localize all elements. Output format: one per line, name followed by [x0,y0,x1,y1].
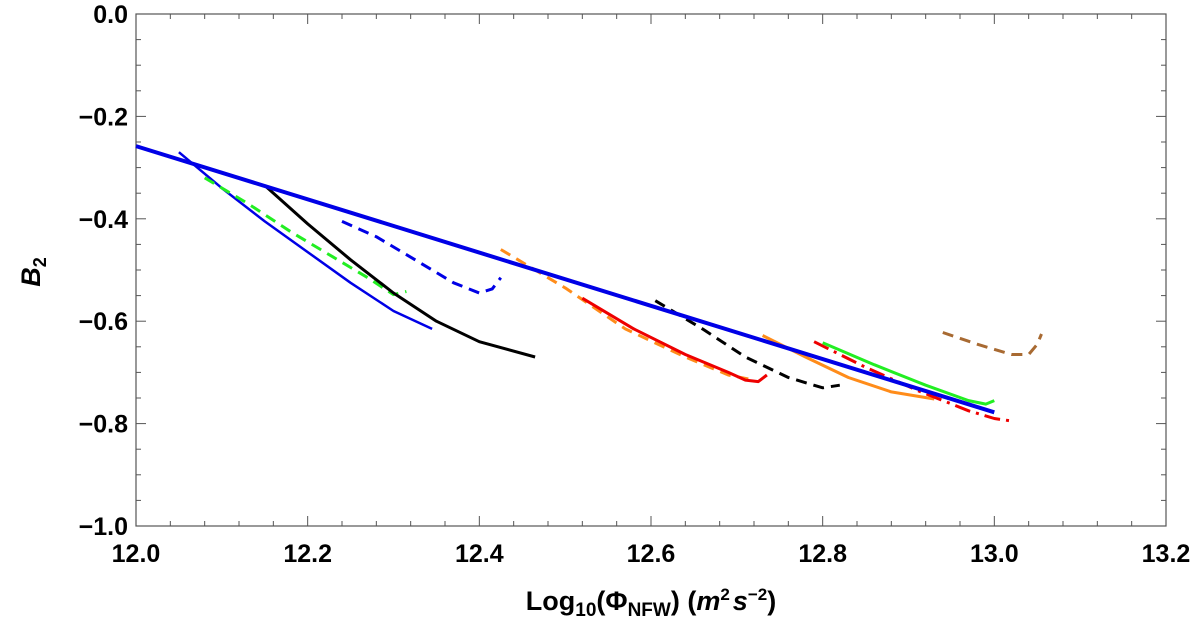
x-axis-title: Log10(ΦNFW) (m2 s−2) [526,585,776,621]
series-line-3 [263,184,536,359]
x-tick-label: 12.6 [627,540,676,568]
series-line-9 [813,340,1012,423]
y-tick-label: −0.4 [79,206,128,234]
series-line-7 [654,299,841,390]
y-tick-label: −0.6 [79,308,128,336]
y-tick-label: 0.0 [93,1,128,29]
tick-labels: 12.0 12.2 12.4 12.6 12.8 13.0 13.2 0.0 −0.2 −0.4 −… [79,1,1191,568]
series-layer [135,144,1043,423]
series-line-4 [341,220,502,295]
x-tick-label: 13.0 [970,540,1019,568]
x-tick-label: 13.2 [1142,540,1191,568]
series-line-10 [822,341,995,406]
y-tick-label: −0.8 [79,411,128,439]
series-line-11 [942,331,1043,356]
y-tick-label: −1.0 [79,513,128,541]
series-line-6 [581,296,768,384]
x-tick-label: 12.0 [112,540,161,568]
series-line-5 [500,248,755,382]
x-tick-label: 12.2 [283,540,332,568]
x-tick-label: 12.4 [455,540,504,568]
series-line-12 [135,144,995,415]
y-axis-title: B2 [16,257,50,287]
y-tick-label: −0.2 [79,103,128,131]
ticks [135,13,1167,527]
x-tick-label: 12.8 [798,540,847,568]
plot-frame [135,13,1167,527]
